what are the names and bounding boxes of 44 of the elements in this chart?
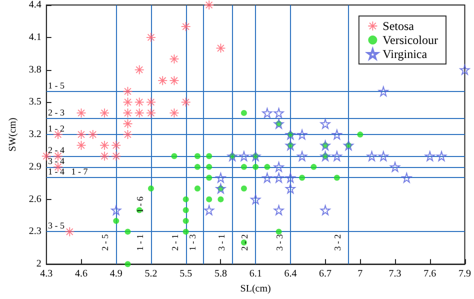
legend-label: Setosa [382,19,415,33]
x-tick-label: 6.4 [284,268,297,280]
annotation: 3 - 4 [48,156,66,166]
annotation: 2 - 5 [100,234,110,251]
annotation: 1 - 4 [48,166,66,177]
annotation: 3 - 1 [216,234,226,251]
x-tick-label: 4.9 [110,268,122,280]
annotation: 2 - 4 [48,145,66,156]
x-tick-label: 6.7 [319,268,332,280]
annotation: 2 - 3 [48,107,66,118]
x-tick-label: 7.9 [458,268,471,280]
legend-label: Virginica [382,47,428,61]
legend-label: Versicolour [382,33,438,47]
annotation: 3 - 3 [274,234,284,251]
x-tick-label: 7.3 [388,268,402,280]
x-tick-label: 4.3 [40,268,53,280]
annotation: 1 - 5 [48,80,66,90]
y-tick-label: 4.1 [28,32,42,43]
x-tick-label: 4.6 [75,268,88,280]
annotation: 1 - 7 [71,166,88,177]
annotation: 1 - 1 [134,234,145,251]
y-tick-label: 3.2 [28,129,42,140]
y-tick-label: 3.5 [28,96,42,108]
annotation: 3 - 2 [332,234,343,251]
annotation: 1 - 3 [187,234,198,251]
x-tick-label: 7 [358,268,363,280]
y-tick-label: 2.3 [28,226,42,238]
y-tick-label: 2.6 [28,194,42,205]
x-axis-title: SL(cm) [240,284,271,294]
annotation: 1 - 6 [134,196,145,213]
y-axis-title: SW(cm) [8,118,18,152]
x-tick-label: 5.2 [144,268,158,280]
y-tick-label: 3.8 [28,64,42,76]
y-tick-label: 2.9 [28,161,42,172]
x-tick-label: 7.6 [424,268,436,280]
annotation: 2 - 2 [240,234,250,251]
annotation: 2 - 1 [170,234,180,251]
x-tick-label: 6.1 [249,268,262,280]
x-tick-label: 5.8 [214,268,227,280]
annotation: 3 - 5 [48,220,66,231]
x-tick-label: 5.5 [180,268,192,280]
y-tick-label: 4.4 [28,0,42,10]
annotation: 1 - 2 [48,124,65,134]
y-tick-label: 2 [36,258,42,270]
